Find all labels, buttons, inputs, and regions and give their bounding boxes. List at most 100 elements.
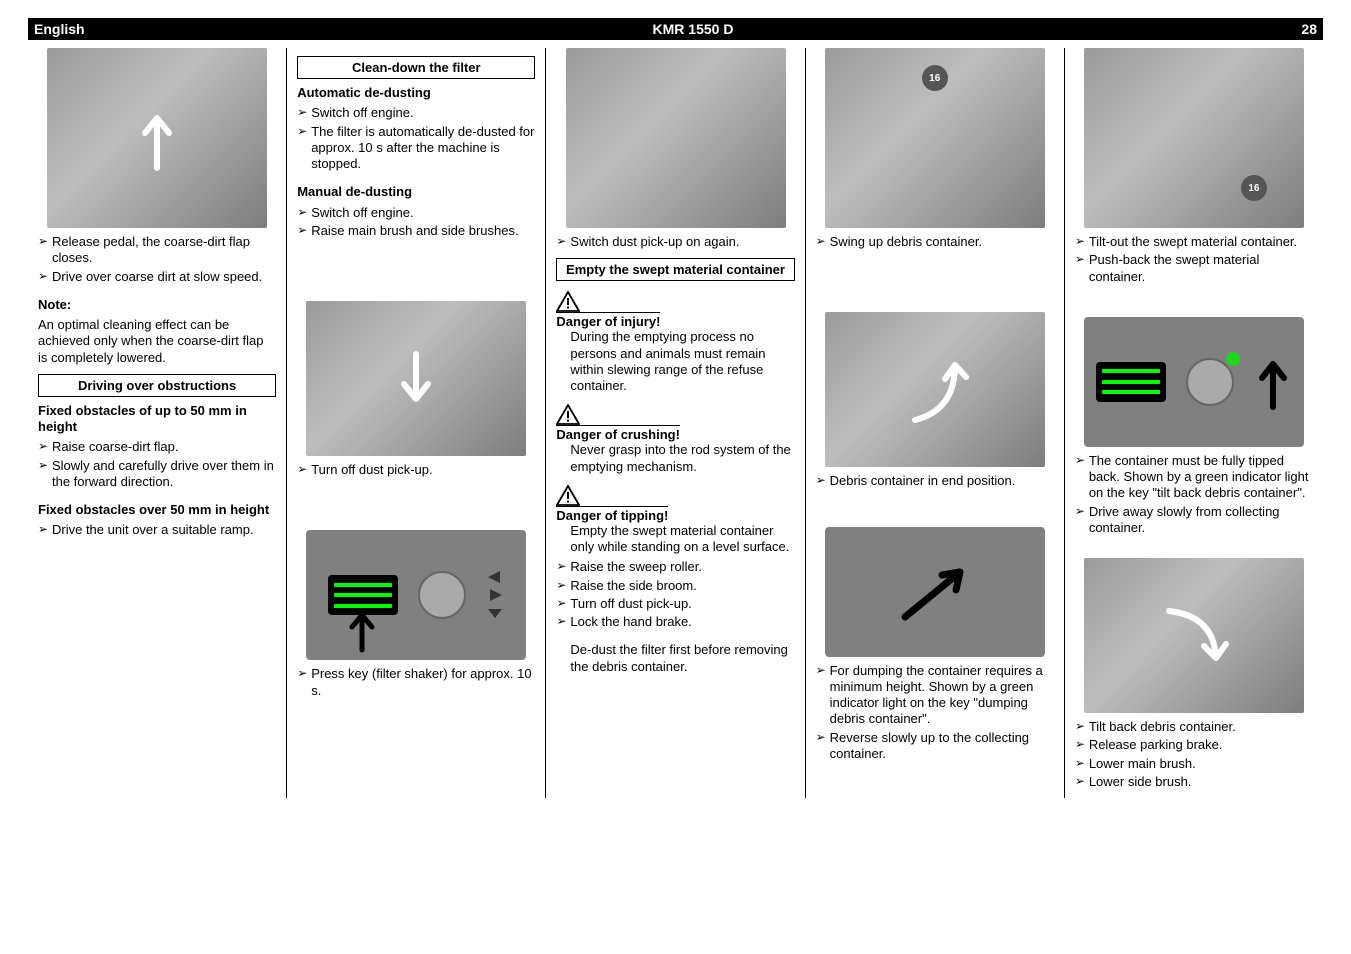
- warning-block: Danger of crushing! Never grasp into the…: [556, 404, 794, 475]
- section-title-clean-filter: Clean-down the filter: [297, 56, 535, 79]
- photo-tilt-out-container: 16: [1084, 48, 1304, 228]
- list-item: Release parking brake.: [1075, 737, 1313, 753]
- panel-screen-icon: [1096, 362, 1166, 402]
- panel-dial-icon: [1186, 358, 1234, 406]
- photo-swing-up-container: 16: [825, 48, 1045, 228]
- list-item: Switch dust pick-up on again.: [556, 234, 794, 250]
- bullet-list: Press key (filter shaker) for approx. 10…: [297, 666, 535, 699]
- column-4: 16 Swing up debris container. Debris con…: [806, 48, 1065, 798]
- triangle-right-icon: [486, 589, 504, 601]
- list-item: Lower side brush.: [1075, 774, 1313, 790]
- photo-dust-pickup-off: [306, 301, 526, 456]
- list-item: Slowly and carefully drive over them in …: [38, 458, 276, 491]
- bullet-list: Switch dust pick-up on again.: [556, 234, 794, 250]
- column-2: Clean-down the filter Automatic de-dusti…: [287, 48, 546, 798]
- photo-coarse-dirt-pedal: [47, 48, 267, 228]
- note-text: An optimal cleaning effect can be achiev…: [38, 317, 276, 366]
- arrow-up-icon: [1254, 352, 1292, 412]
- warning-icon: [556, 291, 580, 312]
- list-item: Switch off engine.: [297, 205, 535, 221]
- triangle-left-icon: [486, 571, 504, 583]
- subheading: Manual de-dusting: [297, 184, 535, 200]
- arrow-up-icon: [342, 605, 382, 655]
- list-item: Turn off dust pick-up.: [556, 596, 794, 612]
- list-item: Turn off dust pick-up.: [297, 462, 535, 478]
- photo-control-panel-shaker: [306, 530, 526, 660]
- triangle-down-icon: [486, 607, 504, 619]
- list-item: Release pedal, the coarse-dirt flap clos…: [38, 234, 276, 267]
- photo-control-panel-dump: [825, 527, 1045, 657]
- section-title-empty-container: Empty the swept material container: [556, 258, 794, 281]
- list-item: Debris container in end position.: [816, 473, 1054, 489]
- list-item: The container must be fully tipped back.…: [1075, 453, 1313, 502]
- callout-16-icon: 16: [1241, 175, 1267, 201]
- list-item: Raise coarse-dirt flap.: [38, 439, 276, 455]
- column-3: Switch dust pick-up on again. Empty the …: [546, 48, 805, 798]
- bullet-list: Release pedal, the coarse-dirt flap clos…: [38, 234, 276, 285]
- list-item: The filter is automatically de-dusted fo…: [297, 124, 535, 173]
- dedust-note: De-dust the filter first before removing…: [556, 642, 794, 675]
- list-item: Lower main brush.: [1075, 756, 1313, 772]
- warning-block: Danger of tipping! Empty the swept mater…: [556, 485, 794, 675]
- warning-block: Danger of injury! During the emptying pr…: [556, 291, 794, 394]
- warning-title: Danger of injury!: [556, 312, 660, 329]
- subheading: Fixed obstacles over 50 mm in height: [38, 502, 276, 518]
- warning-icon: [556, 404, 580, 425]
- warning-text: During the emptying process no persons a…: [556, 329, 794, 394]
- green-indicator-icon: [1226, 352, 1240, 366]
- bullet-list: Raise the sweep roller. Raise the side b…: [556, 559, 794, 630]
- list-item: Drive the unit over a suitable ramp.: [38, 522, 276, 538]
- list-item: Tilt back debris container.: [1075, 719, 1313, 735]
- arrow-diagonal-icon: [890, 557, 980, 627]
- list-item: Switch off engine.: [297, 105, 535, 121]
- arrow-down-icon: [386, 344, 446, 414]
- list-item: Lock the hand brake.: [556, 614, 794, 630]
- manual-page: English KMR 1550 D 28 Release pedal, the…: [0, 0, 1351, 816]
- list-item: Tilt-out the swept material container.: [1075, 234, 1313, 250]
- list-item: For dumping the container requires a min…: [816, 663, 1054, 728]
- photo-control-panel-tilt-back: [1084, 317, 1304, 447]
- list-item: Raise the sweep roller.: [556, 559, 794, 575]
- list-item: Raise the side broom.: [556, 578, 794, 594]
- column-1: Release pedal, the coarse-dirt flap clos…: [28, 48, 287, 798]
- curved-arrow-down-icon: [1154, 596, 1234, 676]
- page-header-bar: English KMR 1550 D 28: [28, 18, 1323, 40]
- list-item: Swing up debris container.: [816, 234, 1054, 250]
- warning-title: Danger of crushing!: [556, 425, 680, 442]
- warning-title: Danger of tipping!: [556, 506, 668, 523]
- photo-dust-pickup-on: [566, 48, 786, 228]
- warning-icon: [556, 485, 580, 506]
- bullet-list: The container must be fully tipped back.…: [1075, 453, 1313, 536]
- warning-text: Never grasp into the rod system of the e…: [556, 442, 794, 475]
- columns-container: Release pedal, the coarse-dirt flap clos…: [28, 48, 1323, 798]
- bullet-list: Debris container in end position.: [816, 473, 1054, 489]
- bullet-list: Turn off dust pick-up.: [297, 462, 535, 478]
- photo-container-end-position: [825, 312, 1045, 467]
- bullet-list: Drive the unit over a suitable ramp.: [38, 522, 276, 538]
- list-item: Reverse slowly up to the collecting cont…: [816, 730, 1054, 763]
- section-title-obstructions: Driving over obstructions: [38, 374, 276, 397]
- list-item: Raise main brush and side brushes.: [297, 223, 535, 239]
- bullet-list: Raise coarse-dirt flap. Slowly and caref…: [38, 439, 276, 490]
- bullet-list: Tilt-out the swept material container. P…: [1075, 234, 1313, 285]
- list-item: Drive over coarse dirt at slow speed.: [38, 269, 276, 285]
- list-item: Press key (filter shaker) for approx. 10…: [297, 666, 535, 699]
- column-5: 16 Tilt-out the swept material container…: [1065, 48, 1323, 798]
- warning-text: Empty the swept material container only …: [556, 523, 794, 556]
- arrow-up-icon: [127, 98, 187, 178]
- subheading: Fixed obstacles of up to 50 mm in height: [38, 403, 276, 436]
- bullet-list: Switch off engine. Raise main brush and …: [297, 205, 535, 240]
- header-page-number: 28: [1301, 21, 1317, 37]
- callout-16-icon: 16: [922, 65, 948, 91]
- bullet-list: For dumping the container requires a min…: [816, 663, 1054, 763]
- bullet-list: Tilt back debris container. Release park…: [1075, 719, 1313, 790]
- subheading: Automatic de-dusting: [297, 85, 535, 101]
- header-model: KMR 1550 D: [85, 21, 1302, 37]
- bullet-list: Switch off engine. The filter is automat…: [297, 105, 535, 172]
- list-item: Push-back the swept material container.: [1075, 252, 1313, 285]
- bullet-list: Swing up debris container.: [816, 234, 1054, 250]
- header-language: English: [34, 21, 85, 37]
- photo-tilt-back-container: [1084, 558, 1304, 713]
- note-label: Note:: [38, 297, 276, 313]
- curved-arrow-icon: [900, 345, 970, 435]
